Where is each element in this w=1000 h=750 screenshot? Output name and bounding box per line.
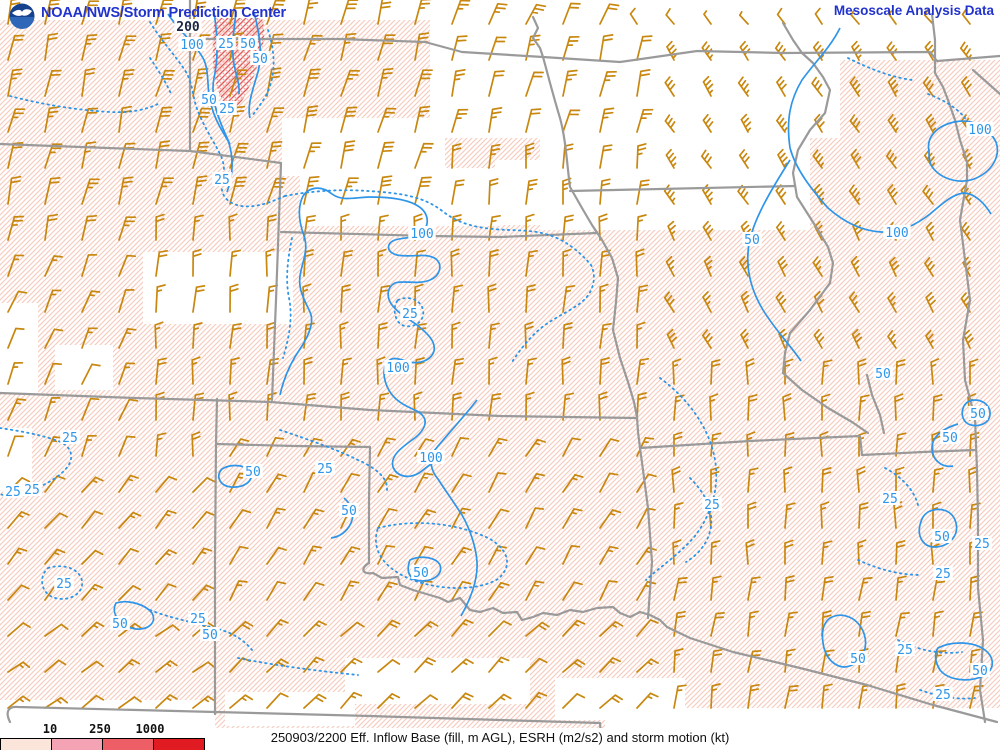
- border-ok-panhandle-south: [215, 442, 372, 449]
- svg-text:25: 25: [5, 485, 21, 500]
- svg-text:25: 25: [62, 431, 78, 446]
- svg-text:100: 100: [410, 227, 433, 242]
- border-topright-river: [971, 68, 1000, 96]
- inflow-base-color-legend: [0, 738, 205, 750]
- border-mississippi-river: [930, 12, 987, 724]
- svg-text:50: 50: [875, 367, 891, 382]
- svg-text:50: 50: [245, 465, 261, 480]
- border-red-river: [362, 561, 999, 724]
- legend-swatch-4: [154, 738, 205, 750]
- svg-text:50: 50: [972, 664, 988, 679]
- svg-text:50: 50: [970, 407, 986, 422]
- svg-text:25: 25: [704, 498, 720, 513]
- border-wyoming-south-41N: [0, 142, 283, 165]
- svg-text:50: 50: [202, 628, 218, 643]
- svg-text:25: 25: [974, 537, 990, 552]
- border-tx-ok-100W: [367, 445, 372, 565]
- svg-text:25: 25: [56, 577, 72, 592]
- svg-text:50: 50: [201, 93, 217, 108]
- svg-text:25: 25: [935, 567, 951, 582]
- border-mn-ia: [541, 49, 1000, 64]
- border-37N-co-nm: [0, 391, 273, 404]
- svg-text:50: 50: [240, 37, 256, 52]
- svg-text:25: 25: [219, 102, 235, 117]
- svg-text:50: 50: [942, 431, 958, 446]
- legend-swatch-3: [103, 738, 154, 750]
- esrh-contours-solid: [113, 11, 999, 681]
- state-borders-and-rivers: [0, 0, 1000, 728]
- svg-text:50: 50: [850, 652, 866, 667]
- svg-text:25: 25: [218, 37, 234, 52]
- svg-text:50: 50: [744, 233, 760, 248]
- svg-text:25: 25: [402, 307, 418, 322]
- svg-text:50: 50: [252, 52, 268, 67]
- legend-swatch-1: [0, 738, 52, 750]
- svg-text:25: 25: [897, 643, 913, 658]
- svg-text:25: 25: [935, 688, 951, 703]
- svg-text:50: 50: [934, 530, 950, 545]
- svg-text:50: 50: [341, 504, 357, 519]
- svg-text:100: 100: [885, 226, 908, 241]
- svg-text:100: 100: [419, 451, 442, 466]
- svg-text:50: 50: [112, 617, 128, 632]
- border-37N-ks-ok: [269, 400, 639, 420]
- border-ne-ks-40N: [279, 230, 599, 239]
- border-ia-mo: [568, 184, 797, 193]
- border-st-francis-river: [865, 373, 886, 435]
- svg-text:100: 100: [968, 123, 991, 138]
- svg-text:100: 100: [180, 38, 203, 53]
- svg-text:25: 25: [317, 462, 333, 477]
- svg-text:25: 25: [214, 173, 230, 188]
- border-sd-ne: [188, 37, 545, 59]
- svg-text:25: 25: [24, 483, 40, 498]
- border-colorado-east: [270, 161, 283, 402]
- border-sector-bracket: [6, 705, 602, 728]
- svg-text:25: 25: [882, 492, 898, 507]
- legend-swatch-2: [52, 738, 103, 750]
- svg-text:100: 100: [386, 361, 409, 376]
- border-big-sioux-river: [531, 15, 545, 59]
- border-des-moines-river: [781, 21, 870, 435]
- border-ok-ar: [638, 446, 654, 620]
- svg-text:25: 25: [190, 612, 206, 627]
- border-missouri-river: [541, 55, 642, 450]
- map-caption: 250903/2200 Eff. Inflow Base (fill, m AG…: [270, 730, 730, 745]
- svg-text:200: 200: [176, 20, 200, 35]
- svg-text:50: 50: [413, 566, 429, 581]
